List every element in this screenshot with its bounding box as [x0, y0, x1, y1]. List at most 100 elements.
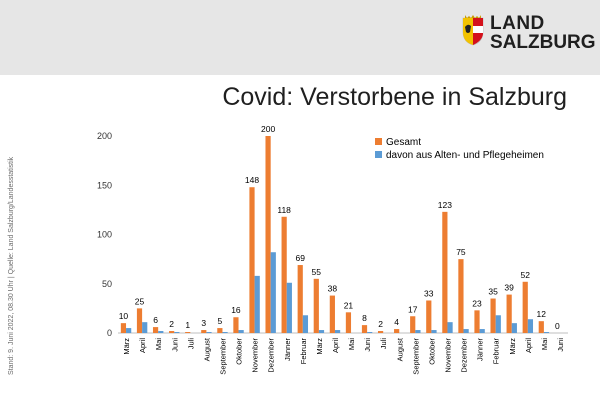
- bar-gesamt: [410, 316, 416, 333]
- legend-entry: Gesamt: [386, 137, 421, 148]
- bar-heime: [334, 330, 341, 333]
- bar-heime: [174, 332, 180, 333]
- x-tick-label: September: [218, 337, 227, 374]
- bar-heime: [254, 275, 260, 333]
- bar-gesamt: [345, 312, 352, 333]
- bar-gesamt: [522, 281, 528, 333]
- bar-gesamt: [281, 216, 287, 333]
- data-label: 52: [520, 270, 530, 280]
- page-title: Covid: Verstorbene in Salzburg: [222, 83, 567, 111]
- bar-gesamt: [458, 259, 464, 333]
- y-tick-label: 0: [107, 328, 112, 338]
- x-tick-label: Jänner: [283, 338, 292, 361]
- data-label: 17: [408, 304, 418, 314]
- x-tick-label: Oktober: [235, 338, 244, 365]
- bar-gesamt: [426, 300, 432, 333]
- x-tick-label: Jänner: [476, 338, 485, 361]
- data-label: 148: [245, 175, 259, 185]
- header-bar: [0, 0, 600, 75]
- bar-gesamt: [394, 329, 400, 333]
- bar-gesamt: [152, 327, 159, 333]
- bar-gesamt: [265, 136, 271, 333]
- data-label: 16: [231, 305, 241, 315]
- bar-heime: [302, 315, 309, 333]
- bar-gesamt: [120, 323, 127, 333]
- data-label: 75: [456, 247, 466, 257]
- bar-gesamt: [474, 310, 480, 333]
- data-label: 123: [438, 200, 452, 210]
- bar-heime: [415, 330, 421, 333]
- x-tick-label: Juni: [556, 338, 565, 352]
- bar-heime: [511, 323, 517, 333]
- bar-gesamt: [136, 308, 143, 333]
- bar-gesamt: [249, 187, 255, 333]
- y-tick-label: 50: [102, 279, 112, 289]
- brand-line2: SALZBURG: [490, 32, 596, 53]
- bar-heime: [222, 332, 228, 333]
- bar-gesamt: [233, 317, 239, 333]
- bar-heime: [158, 331, 164, 333]
- x-tick-label: Dezember: [460, 338, 469, 373]
- bar-heime: [318, 330, 325, 333]
- bar-gesamt: [538, 321, 544, 333]
- bar-heime: [543, 332, 550, 333]
- x-tick-label: April: [524, 338, 533, 353]
- data-label: 23: [472, 298, 482, 308]
- bar-heime: [367, 332, 373, 333]
- bar-gesamt: [185, 332, 191, 333]
- data-label: 5: [217, 316, 222, 326]
- data-label: 2: [169, 319, 174, 329]
- data-label: 2: [378, 319, 383, 329]
- x-tick-label: Mai: [154, 338, 163, 350]
- x-tick-label: Juli: [379, 338, 388, 350]
- x-tick-label: Oktober: [427, 338, 436, 365]
- x-tick-label: Mai: [347, 338, 356, 350]
- data-label: 33: [424, 288, 434, 298]
- data-label: 25: [135, 296, 145, 306]
- bar-heime: [270, 252, 276, 333]
- bar-heime: [126, 328, 132, 333]
- x-tick-label: September: [411, 337, 420, 374]
- bar-gesamt: [490, 298, 496, 333]
- brand-wordmark: LAND SALZBURG: [490, 14, 596, 52]
- data-label: 55: [312, 267, 322, 277]
- x-tick-label: Mai: [540, 338, 549, 350]
- data-label: 38: [328, 284, 338, 294]
- bar-gesamt: [169, 331, 175, 333]
- brand-line1: LAND: [490, 13, 545, 34]
- bar-heime: [447, 322, 453, 333]
- x-tick-label: Februar: [492, 338, 501, 365]
- bar-gesamt: [329, 295, 335, 333]
- x-tick-label: Juni: [363, 338, 372, 352]
- x-tick-label: November: [443, 338, 452, 373]
- data-label: 6: [153, 315, 158, 325]
- x-tick-label: März: [315, 338, 324, 355]
- bar-heime: [206, 332, 212, 333]
- data-label: 200: [261, 124, 275, 134]
- x-tick-label: August: [202, 337, 211, 361]
- legend-swatch: [375, 151, 382, 158]
- y-tick-label: 200: [97, 131, 112, 141]
- bar-heime: [142, 322, 148, 333]
- x-tick-label: April: [331, 338, 340, 353]
- bar-gesamt: [313, 278, 319, 333]
- data-label: 4: [394, 317, 399, 327]
- bar-heime: [286, 282, 292, 333]
- bar-gesamt: [201, 330, 207, 333]
- bar-gesamt: [506, 294, 512, 333]
- y-tick-label: 100: [97, 230, 112, 240]
- x-tick-label: November: [251, 338, 260, 373]
- x-tick-label: August: [395, 337, 404, 361]
- bar-gesamt: [217, 328, 223, 333]
- x-tick-label: Juni: [170, 338, 179, 352]
- x-tick-label: April: [138, 338, 147, 353]
- data-label: 118: [277, 205, 291, 215]
- bar-gesamt: [361, 325, 368, 333]
- x-tick-label: Juli: [186, 338, 195, 350]
- legend-swatch: [375, 138, 382, 145]
- data-label: 3: [201, 318, 206, 328]
- data-label: 35: [488, 287, 498, 297]
- y-tick-label: 150: [97, 180, 112, 190]
- bar-heime: [479, 329, 485, 333]
